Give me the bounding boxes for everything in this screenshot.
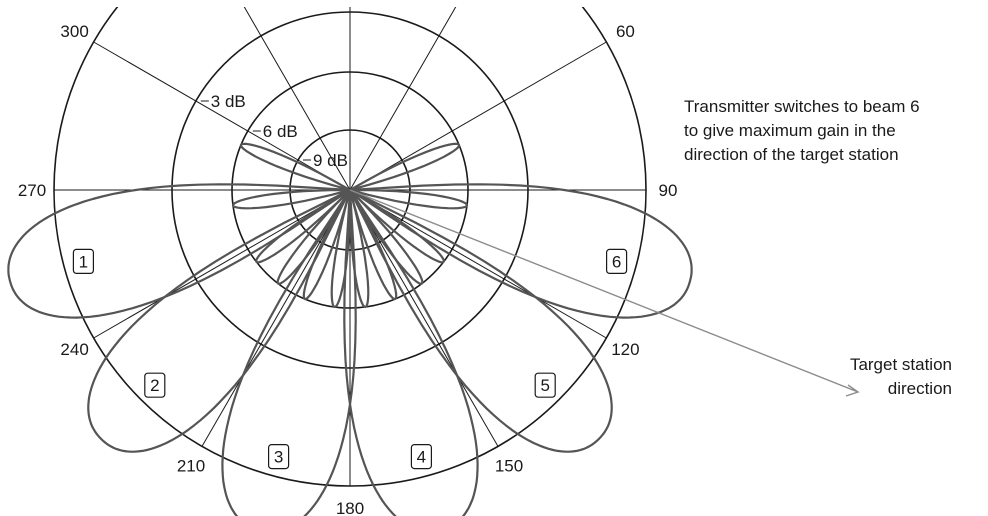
beam-badge-6: 6 (612, 252, 621, 271)
beam-number-badges: 1 2 3 4 5 6 (72, 248, 628, 470)
beam-badge-box-4 (410, 444, 432, 470)
angle-labels: 300 60 270 90 240 120 210 150 180 (18, 22, 678, 516)
beam-badge-5: 5 (540, 376, 549, 395)
beam-badge-1: 1 (79, 252, 88, 271)
note-line-1: Transmitter switches to beam 6 (684, 97, 920, 116)
angle-label-240: 240 (60, 340, 88, 359)
spoke-120 (349, 189, 607, 339)
beam-lobe-1 (7, 142, 352, 319)
target-arrow-head (845, 384, 860, 397)
spoke-300 (93, 41, 351, 191)
db-label-2: 9 dB (313, 151, 348, 170)
db-label-1: 6 dB (263, 122, 298, 141)
target-label-line-2: direction (888, 379, 952, 398)
note-line-3: direction of the target station (684, 145, 899, 164)
angle-label-60: 60 (616, 22, 635, 41)
note-line-2: to give maximum gain in the (684, 121, 896, 140)
beam-lobe-4 (302, 188, 479, 516)
angle-label-90: 90 (659, 181, 678, 200)
angle-label-120: 120 (611, 340, 639, 359)
beam-badge-box-1 (72, 248, 95, 274)
spoke-60 (349, 41, 607, 191)
beam-lobe-2 (87, 188, 352, 453)
beam-lobe-6 (348, 142, 693, 319)
db-ring-labels: 3 dB 6 dB 9 dB (200, 92, 348, 170)
spoke-150 (349, 189, 499, 447)
beam-lobe-5 (348, 188, 613, 453)
db-label-0: 3 dB (211, 92, 246, 111)
target-label-line-1: Target station (850, 355, 952, 374)
polar-grid (53, 7, 647, 487)
angle-label-180: 180 (336, 499, 364, 516)
angle-label-210: 210 (177, 456, 205, 475)
beam-badge-box-3 (268, 444, 290, 470)
angle-label-300: 300 (60, 22, 88, 41)
target-direction-arrow (349, 189, 859, 393)
angle-label-150: 150 (495, 456, 523, 475)
angle-label-270: 270 (18, 181, 46, 200)
beam-badge-2: 2 (150, 376, 159, 395)
beam-lobe-3 (221, 188, 398, 516)
beam-badge-box-5 (534, 372, 556, 398)
beam-lobes (7, 142, 693, 516)
beam-badge-4: 4 (417, 448, 426, 467)
beam-badge-3: 3 (274, 448, 283, 467)
beam-badge-box-2 (144, 372, 166, 398)
spoke-30 (349, 7, 457, 191)
spoke-210 (201, 189, 351, 447)
spoke-330 (243, 7, 351, 191)
spoke-240 (93, 189, 351, 339)
beam-badge-box-6 (605, 248, 628, 274)
